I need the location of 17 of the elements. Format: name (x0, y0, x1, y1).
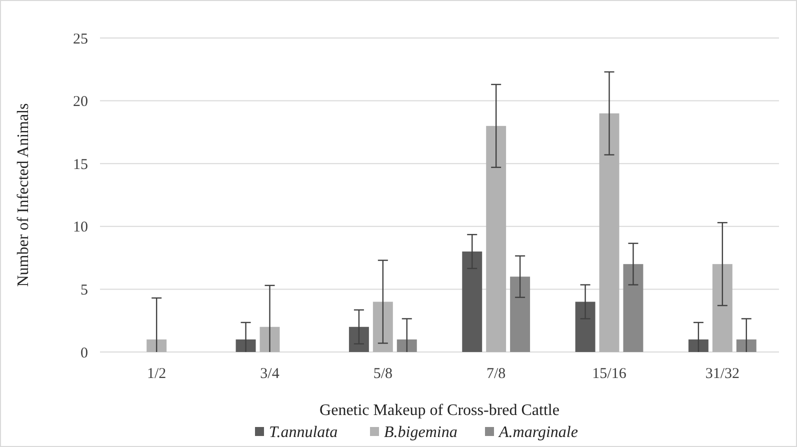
legend-label: A.marginale (498, 424, 578, 441)
x-tick-label: 7/8 (486, 366, 506, 382)
x-tick-label: 1/2 (146, 366, 166, 382)
legend-label: T.annulata (269, 424, 338, 441)
x-tick-label: 5/8 (373, 366, 393, 382)
y-tick-label: 25 (73, 31, 88, 48)
x-tick-label: 3/4 (260, 366, 280, 382)
x-tick-label: 15/16 (592, 366, 627, 382)
y-tick-label: 15 (73, 156, 88, 173)
y-tick-label: 5 (80, 282, 88, 298)
y-tick-label: 0 (80, 345, 88, 362)
legend-label: B.bigemina (384, 424, 458, 441)
y-axis-title: Number of Infected Animals (15, 103, 32, 287)
y-tick-label: 20 (73, 94, 88, 110)
x-axis-title: Genetic Makeup of Cross-bred Cattle (320, 402, 560, 419)
y-tick-label: 10 (73, 220, 88, 236)
x-tick-label: 31/32 (705, 366, 740, 382)
